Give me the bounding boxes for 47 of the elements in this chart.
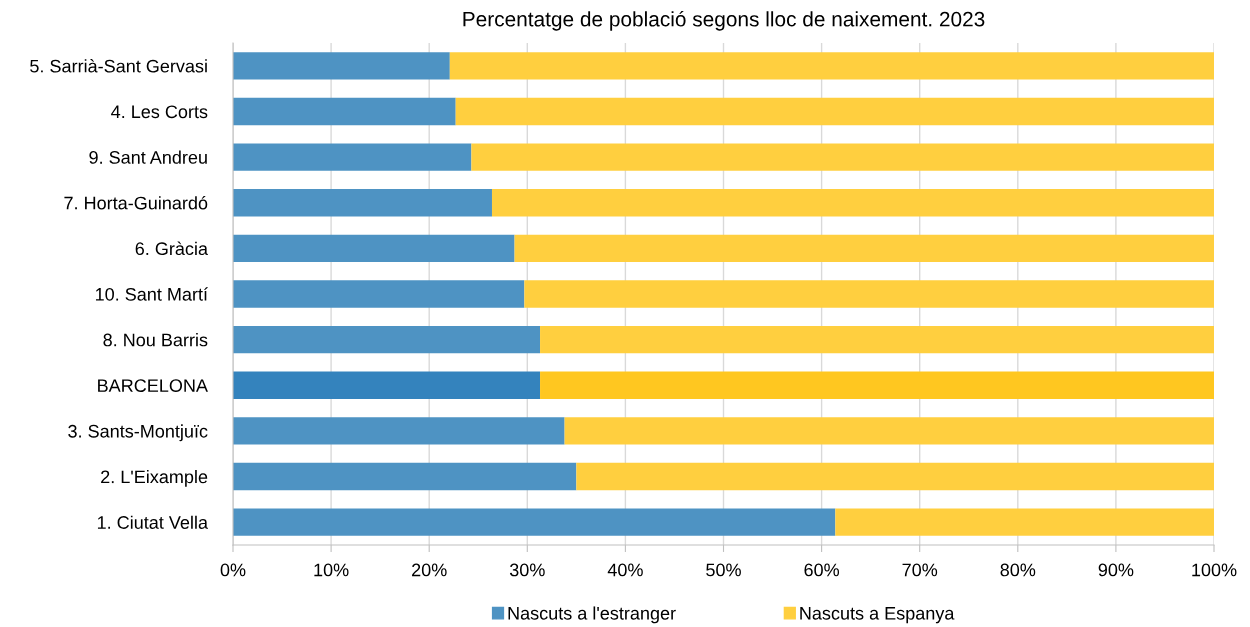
x-tick-label: 80% [1000, 563, 1036, 577]
x-tick-label: 50% [706, 563, 741, 577]
bar [835, 508, 1214, 536]
x-tick-label: 20% [412, 563, 447, 577]
bar [471, 143, 1214, 171]
y-tick-label: 8. Nou Barris [103, 333, 208, 347]
y-tick-label: 4. Les Corts [111, 105, 208, 119]
x-tick-label: 40% [607, 563, 643, 577]
bar [491, 189, 1214, 217]
bar [449, 52, 1214, 80]
chart-title: Percentatge de població segons lloc de naixement. 2023 [463, 10, 985, 31]
x-tick-label: 0% [220, 563, 246, 577]
bar [233, 325, 541, 354]
bar [233, 462, 577, 491]
bar [524, 280, 1214, 308]
y-tick-label: 10. Sant Martí [95, 287, 208, 301]
bar [233, 189, 492, 217]
bar [455, 97, 1214, 126]
legend-label: Nascuts a Espanya [800, 607, 955, 624]
bar [540, 371, 1214, 399]
y-tick-label: 5. Sarrià-Sant Gervasi [30, 59, 207, 73]
bar [576, 462, 1214, 491]
y-tick-label: 1. Ciutat Vella [97, 515, 208, 529]
bar [233, 280, 525, 308]
bar [233, 417, 565, 445]
y-tick-label: 2. L'Eixample [101, 470, 208, 487]
bar [233, 52, 450, 80]
y-tick-label: BARCELONA [98, 379, 208, 392]
y-tick-label: 3. Sants-Montjuïc [68, 424, 208, 442]
y-tick-label: 7. Horta-Guinardó [64, 195, 208, 210]
x-tick-label: 60% [804, 563, 840, 577]
x-tick-label: 10% [314, 563, 349, 577]
bar [233, 234, 515, 263]
bar [233, 143, 472, 171]
bar [514, 234, 1214, 263]
bar [233, 371, 541, 399]
bar [564, 417, 1214, 445]
bar [540, 325, 1214, 354]
x-tick-label: 30% [509, 563, 545, 577]
y-tick-label: 9. Sant Andreu [89, 150, 207, 164]
bar [233, 508, 836, 536]
x-tick-label: 100% [1192, 563, 1237, 577]
bar [233, 97, 456, 126]
x-tick-label: 70% [902, 563, 938, 577]
y-tick-label: 6. Gràcia [135, 241, 208, 256]
x-tick-label: 90% [1098, 563, 1134, 577]
legend-label: Nascuts a l'estranger [508, 606, 676, 624]
